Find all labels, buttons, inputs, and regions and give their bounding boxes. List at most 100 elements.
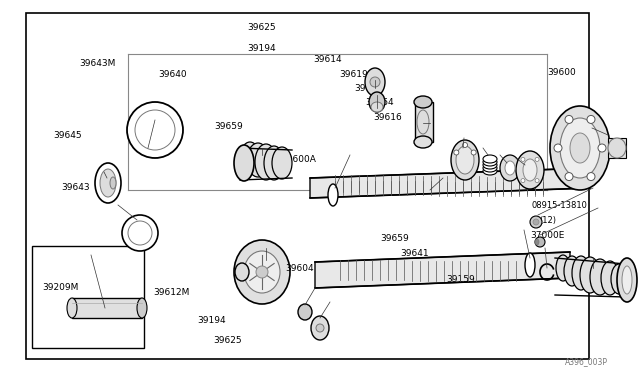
Ellipse shape [550,106,610,190]
Ellipse shape [601,261,619,295]
Ellipse shape [110,177,116,189]
Ellipse shape [483,161,497,169]
Text: 37000E: 37000E [530,231,564,240]
Text: 39614: 39614 [314,55,342,64]
Ellipse shape [311,316,329,340]
Ellipse shape [365,68,385,96]
Text: 08915-13810: 08915-13810 [531,201,587,210]
Ellipse shape [505,161,515,175]
Polygon shape [315,252,570,288]
Text: 39194: 39194 [247,44,275,53]
Ellipse shape [483,158,497,166]
Text: 39209M: 39209M [43,283,79,292]
Text: 39194: 39194 [197,316,225,325]
Ellipse shape [483,155,497,163]
Ellipse shape [572,256,590,290]
Ellipse shape [483,164,497,172]
Circle shape [535,237,545,247]
Circle shape [135,110,175,150]
Ellipse shape [500,155,520,181]
Bar [608,138,626,158]
Bar [26,13,589,359]
Circle shape [565,115,573,124]
Ellipse shape [456,146,474,174]
Circle shape [533,219,539,225]
Ellipse shape [247,143,269,177]
Ellipse shape [328,184,338,206]
Bar [32,246,144,348]
Text: 39616: 39616 [373,113,402,122]
Ellipse shape [234,240,290,304]
Ellipse shape [535,239,539,245]
Circle shape [587,173,595,180]
Ellipse shape [298,304,312,320]
Ellipse shape [234,145,254,181]
Ellipse shape [240,142,260,174]
Text: 39618: 39618 [354,84,383,93]
Ellipse shape [622,266,632,294]
Ellipse shape [580,257,600,293]
Circle shape [370,77,380,87]
Ellipse shape [608,138,626,158]
Circle shape [530,216,542,228]
Text: 39600: 39600 [547,68,576,77]
Circle shape [122,215,158,251]
Text: 39641: 39641 [401,249,429,258]
Text: 39604: 39604 [285,264,314,273]
Text: 39625: 39625 [213,336,241,345]
Circle shape [535,157,539,161]
Ellipse shape [451,140,479,180]
Ellipse shape [137,298,147,318]
Circle shape [256,266,268,278]
Ellipse shape [570,133,590,163]
Bar [72,298,142,318]
Text: 39159: 39159 [447,275,475,284]
Circle shape [454,150,459,155]
Circle shape [521,179,525,183]
Circle shape [316,324,324,332]
Ellipse shape [483,167,497,175]
Ellipse shape [516,151,544,189]
Ellipse shape [371,102,383,112]
Ellipse shape [590,259,610,295]
Circle shape [463,142,467,148]
Ellipse shape [556,255,570,281]
Text: 39643: 39643 [61,183,90,192]
Ellipse shape [95,163,121,203]
Text: 39645: 39645 [53,131,81,140]
Ellipse shape [67,298,77,318]
Circle shape [127,102,183,158]
Text: 39600A: 39600A [282,155,316,164]
Text: A396_003P: A396_003P [565,357,608,366]
Ellipse shape [525,253,535,277]
Polygon shape [310,168,590,198]
Text: 39659: 39659 [380,234,408,243]
Circle shape [535,179,539,183]
Ellipse shape [611,264,627,294]
Text: 39640: 39640 [159,70,187,79]
Ellipse shape [414,136,432,148]
Circle shape [521,157,525,161]
Circle shape [471,150,476,155]
Circle shape [554,144,562,152]
Circle shape [587,115,595,124]
Text: 39619: 39619 [339,70,368,79]
Bar [415,102,433,142]
Text: 39664: 39664 [365,98,394,107]
Text: 39625: 39625 [247,23,275,32]
Circle shape [598,144,606,152]
Ellipse shape [560,118,600,178]
Ellipse shape [617,258,637,302]
Ellipse shape [235,263,249,281]
Ellipse shape [244,251,280,293]
Ellipse shape [417,110,429,134]
Ellipse shape [414,96,432,108]
Text: 39643M: 39643M [79,60,115,68]
Ellipse shape [564,256,580,286]
Circle shape [128,221,152,245]
Ellipse shape [100,169,116,197]
Text: (12): (12) [540,216,557,225]
Text: 39612M: 39612M [154,288,189,296]
Ellipse shape [272,147,292,179]
Ellipse shape [369,92,385,112]
